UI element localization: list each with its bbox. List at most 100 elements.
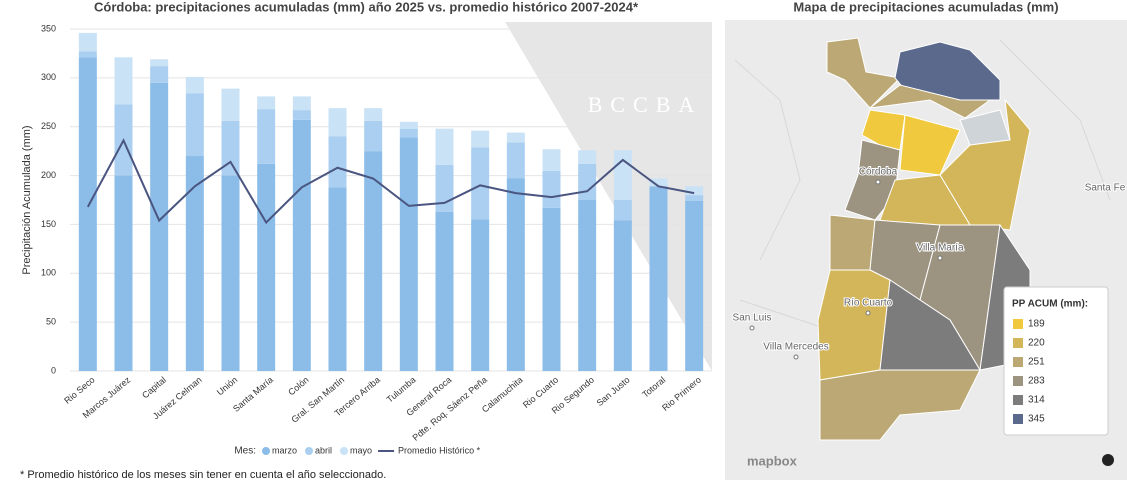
- bar: [78, 57, 97, 371]
- bar: [364, 120, 383, 152]
- legend-label: abril: [315, 445, 332, 455]
- bar: [364, 151, 383, 371]
- x-tick-label: Rio Seco: [62, 375, 96, 406]
- map-legend-swatch: [1013, 319, 1023, 329]
- bar: [114, 57, 133, 105]
- map-legend-label: 189: [1028, 319, 1045, 330]
- map-panel: Mapa de precipitaciones acumuladas (mm) …: [725, 0, 1127, 480]
- bar: [578, 150, 597, 164]
- bar: [292, 119, 311, 371]
- watermark: BCCBA: [588, 92, 703, 117]
- legend-title: Mes:: [234, 446, 256, 457]
- bar: [685, 195, 704, 201]
- map-legend-label: 345: [1028, 414, 1045, 425]
- map-legend-swatch: [1013, 357, 1023, 367]
- bar: [542, 170, 561, 208]
- bar: [328, 108, 347, 137]
- bar: [649, 186, 668, 371]
- y-tick-label: 250: [41, 121, 56, 131]
- bar: [506, 132, 525, 143]
- bar: [150, 66, 169, 83]
- place-dot: [937, 255, 943, 261]
- bar: [471, 219, 490, 371]
- place-label: Villa Mercedes: [763, 342, 828, 353]
- chart-title: Córdoba: precipitaciones acumuladas (mm)…: [94, 0, 639, 14]
- map-legend-label: 314: [1028, 395, 1045, 406]
- y-tick-label: 200: [41, 170, 56, 180]
- legend-label: mayo: [350, 445, 372, 455]
- footnote: * Promedio histórico de los meses sin te…: [20, 469, 386, 481]
- place-label: Santa Fe: [1085, 183, 1126, 194]
- bar: [542, 207, 561, 371]
- bar: [257, 163, 276, 371]
- bar: [328, 136, 347, 188]
- bar: [78, 32, 97, 52]
- x-tick-label: Tulumba: [385, 375, 418, 405]
- bar: [685, 186, 704, 196]
- bar: [150, 59, 169, 67]
- place-label: Córdoba: [859, 167, 898, 178]
- map-legend-swatch: [1013, 376, 1023, 386]
- bar: [471, 147, 490, 220]
- bar: [257, 109, 276, 164]
- region: [829, 214, 876, 271]
- bar: [435, 128, 454, 165]
- region: [894, 41, 1001, 101]
- bar: [292, 110, 311, 120]
- bar: [150, 82, 169, 371]
- legend-swatch: [262, 447, 270, 455]
- y-tick-label: 100: [41, 268, 56, 278]
- x-tick-label: Colón: [286, 375, 310, 398]
- info-button[interactable]: [1102, 454, 1114, 466]
- bar: [435, 164, 454, 212]
- place-dot: [749, 325, 755, 331]
- bar: [328, 187, 347, 371]
- bar: [185, 93, 204, 157]
- bar: [506, 178, 525, 371]
- bar: [399, 128, 418, 138]
- x-tick-label: San Justo: [595, 375, 632, 408]
- map-legend-label: 220: [1028, 338, 1045, 349]
- line-series: [86, 138, 695, 225]
- bar: [364, 108, 383, 121]
- map-legend-label: 251: [1028, 357, 1045, 368]
- region: [826, 37, 902, 109]
- bar: [257, 96, 276, 110]
- bar: [578, 163, 597, 200]
- bar: [435, 211, 454, 371]
- region: [819, 369, 981, 441]
- bar: [613, 220, 632, 371]
- y-tick-label: 0: [51, 365, 56, 375]
- y-tick-label: 300: [41, 72, 56, 82]
- map-title: Mapa de precipitaciones acumuladas (mm): [793, 0, 1058, 14]
- map-legend: [1003, 286, 1109, 436]
- map-legend-swatch: [1013, 414, 1023, 424]
- legend-label: Promedio Histórico *: [398, 445, 481, 455]
- x-tick-label: Totoral: [640, 375, 667, 400]
- bar: [685, 200, 704, 371]
- region: [868, 84, 992, 119]
- y-tick-label: 350: [41, 23, 56, 33]
- map-legend-label: 283: [1028, 376, 1045, 387]
- bar: [114, 175, 133, 371]
- y-tick-label: 150: [41, 219, 56, 229]
- place-dot: [793, 354, 799, 360]
- bar: [221, 175, 240, 371]
- y-tick-label: 50: [46, 317, 56, 327]
- attribution: mapbox: [747, 453, 798, 468]
- map-legend-swatch: [1013, 338, 1023, 348]
- region: [817, 269, 891, 381]
- place-label: Villa María: [916, 243, 963, 254]
- legend-label: marzo: [272, 445, 297, 455]
- bar: [578, 200, 597, 371]
- road: [734, 39, 1111, 331]
- bar: [185, 76, 204, 94]
- y-label: Precipitación Acumulada (mm): [21, 125, 33, 274]
- legend-swatch: [340, 447, 349, 455]
- place-dot: [875, 179, 881, 185]
- bar: [292, 96, 311, 111]
- bar: [221, 88, 240, 121]
- place-label: Río Cuarto: [844, 298, 893, 309]
- x-tick-label: Unión: [215, 375, 239, 398]
